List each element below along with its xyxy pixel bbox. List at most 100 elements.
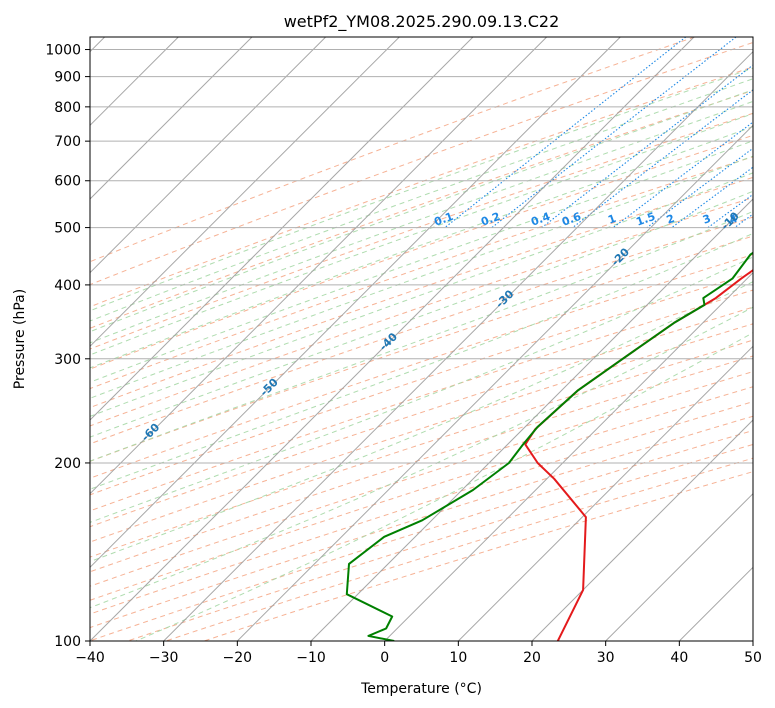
dewpoint-profile <box>345 251 753 641</box>
skewed-isotherm <box>90 37 253 200</box>
mixing-ratio-label: 0.1 <box>432 210 455 229</box>
mixing-ratio-line <box>612 121 753 229</box>
dry-adiabat <box>90 216 753 445</box>
y-tick-label: 500 <box>54 221 81 237</box>
moist-adiabat <box>90 172 753 417</box>
moist-adiabat <box>90 89 753 333</box>
y-tick-label: 600 <box>54 174 81 190</box>
skewed-isotherm <box>90 37 621 569</box>
moist-adiabat <box>90 281 753 563</box>
x-tick-label: −10 <box>296 650 326 666</box>
skewed-isotherm <box>90 37 400 348</box>
dry-adiabat <box>90 323 753 543</box>
x-axis-ticks: −40 −30 −20 −10 0 10 20 30 40 50 <box>75 641 762 666</box>
moist-adiabat <box>90 155 753 399</box>
x-tick-label: 40 <box>670 650 688 666</box>
x-tick-label: 20 <box>523 650 541 666</box>
moist-adiabat <box>135 332 753 641</box>
y-tick-label: 800 <box>54 100 81 116</box>
dry-adiabat <box>90 429 753 641</box>
skewed-isotherm <box>163 50 753 641</box>
mixing-ratio-lines <box>444 37 753 229</box>
dry-adiabat <box>90 401 753 615</box>
y-tick-label: 200 <box>54 456 81 472</box>
mixing-ratio-line <box>707 193 753 229</box>
y-tick-label: 400 <box>54 278 81 294</box>
moist-adiabat <box>90 306 753 609</box>
moist-adiabat <box>90 232 753 490</box>
mixing-ratio-label: 0.6 <box>560 210 583 229</box>
x-tick-label: 0 <box>380 650 389 666</box>
dry-adiabat <box>203 471 753 641</box>
skewed-isotherm <box>384 271 753 641</box>
x-tick-label: −20 <box>223 650 253 666</box>
skewed-isotherms <box>90 37 753 641</box>
x-tick-label: 30 <box>597 650 615 666</box>
pressure-grid <box>90 49 753 641</box>
dry-adiabat <box>90 112 753 350</box>
y-tick-label: 900 <box>54 70 81 86</box>
skewed-isotherm <box>90 37 695 641</box>
skewed-isotherm <box>90 37 548 495</box>
skewed-isotherm <box>90 37 327 274</box>
mixing-ratio-label: 4 <box>728 212 740 227</box>
mixing-ratio-line <box>491 37 737 229</box>
skewed-isotherm <box>457 345 753 641</box>
mixing-ratio-line <box>541 64 753 229</box>
mixing-ratio-label: 1 <box>606 212 618 227</box>
dry-adiabat <box>90 66 753 308</box>
y-axis-label: Pressure (hPa) <box>12 289 28 389</box>
dry-adiabat <box>90 197 753 427</box>
moist-adiabat <box>90 78 753 322</box>
skewed-isotherm <box>310 198 753 641</box>
y-tick-label: 1000 <box>45 43 81 59</box>
profile-series <box>345 251 753 641</box>
mixing-ratio-label: 0.2 <box>479 210 502 229</box>
isotherm-label: -70 <box>19 467 42 490</box>
skewed-isotherm <box>752 640 753 641</box>
skewed-isotherm <box>678 566 753 641</box>
temperature-profile <box>524 268 753 641</box>
dry-adiabat <box>90 355 753 573</box>
y-axis-ticks: 100 200 300 400 500 600 700 800 900 1000 <box>45 43 90 650</box>
dry-adiabat <box>90 134 753 370</box>
skewed-isotherm <box>236 124 753 641</box>
mixing-ratio-label: 1.5 <box>634 210 657 229</box>
x-tick-label: −30 <box>149 650 179 666</box>
mixing-ratio-line <box>734 213 753 229</box>
dry-adiabat <box>127 443 753 641</box>
mixing-ratio-line <box>572 89 753 229</box>
plot-frame <box>89 36 754 642</box>
x-axis-label: Temperature (°C) <box>360 681 482 697</box>
x-tick-label: 10 <box>449 650 467 666</box>
moist-adiabat <box>90 67 753 312</box>
moist-adiabat <box>90 113 753 356</box>
skewed-isotherm <box>90 37 474 421</box>
dry-adiabat <box>90 37 695 263</box>
dry-adiabat <box>90 41 753 286</box>
dry-adiabats <box>90 37 753 641</box>
dry-adiabat <box>90 371 753 587</box>
dry-adiabat <box>90 289 753 512</box>
mixing-ratio-label: 2 <box>665 212 677 227</box>
y-tick-label: 100 <box>54 634 81 650</box>
mixing-ratio-label: 6 <box>766 212 775 227</box>
moist-adiabat <box>90 126 753 369</box>
chart-title: wetPf2_YM08.2025.290.09.13.C22 <box>284 12 560 32</box>
mixing-ratio-line <box>444 37 687 229</box>
dry-adiabat <box>165 457 753 641</box>
x-tick-label: −40 <box>75 650 105 666</box>
skewed-isotherm <box>605 492 753 641</box>
overlay-labels: 0.10.20.40.611.52346810131620253036-100-… <box>19 209 775 490</box>
dry-adiabat <box>90 271 753 496</box>
skewed-isotherm <box>531 419 753 641</box>
y-tick-label: 700 <box>54 134 81 150</box>
y-tick-label: 300 <box>54 352 81 368</box>
mixing-ratio-label: 0.4 <box>529 210 552 229</box>
x-tick-label: 50 <box>744 650 762 666</box>
mixing-ratio-line <box>671 166 753 229</box>
plot-area: 0.10.20.40.611.52346810131620253036-100-… <box>19 37 775 641</box>
dry-adiabat <box>90 415 753 629</box>
mixing-ratio-label: 3 <box>701 212 713 227</box>
